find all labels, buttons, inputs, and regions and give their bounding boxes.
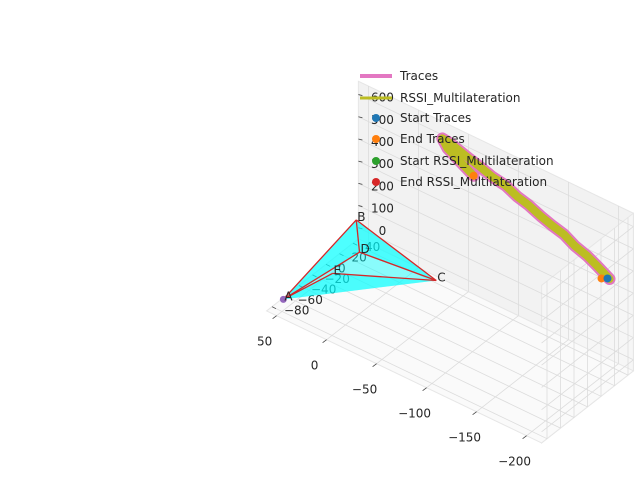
z-tick-mark bbox=[358, 116, 363, 119]
y-tick-mark bbox=[339, 253, 344, 257]
y-tick-label: −80 bbox=[284, 304, 309, 318]
x-tick-mark bbox=[272, 315, 277, 320]
grid-z-back bbox=[358, 205, 634, 338]
y-tick-label: −40 bbox=[311, 283, 336, 297]
grid-z-back bbox=[358, 227, 634, 361]
grid-z-side bbox=[541, 270, 634, 344]
start-offset-marker bbox=[597, 274, 606, 283]
y-tick-label: −60 bbox=[298, 293, 323, 307]
anchor-edge bbox=[355, 219, 437, 282]
x-tick-label: 50 bbox=[257, 335, 272, 349]
legend-entry-start-traces: Start Traces bbox=[372, 111, 471, 125]
x-tick-mark bbox=[322, 339, 327, 344]
anchor-edge bbox=[282, 219, 357, 300]
x-tick-mark bbox=[372, 363, 377, 368]
x-tick-label: −50 bbox=[352, 383, 377, 397]
x-tick-mark bbox=[522, 435, 527, 440]
z-tick-label: 0 bbox=[379, 224, 387, 238]
grid-y-floor bbox=[271, 306, 548, 440]
legend-label-traces: Traces bbox=[399, 69, 438, 83]
z-tick-mark bbox=[358, 205, 363, 207]
z-tick-mark bbox=[358, 182, 363, 185]
grid-z-side bbox=[541, 315, 634, 388]
anchor-label-c: C bbox=[437, 271, 445, 285]
grid-y-floor bbox=[325, 263, 602, 397]
legend: Traces RSSI_Multilateration Start Traces… bbox=[360, 69, 554, 189]
anchor-tetrahedron: A B C D E bbox=[279, 210, 446, 303]
anchor-edge bbox=[283, 251, 360, 300]
legend-entry-end-rssi: End RSSI_Multilateration bbox=[372, 175, 547, 189]
start-traces-marker bbox=[603, 274, 612, 283]
y-tick-mark bbox=[352, 242, 358, 246]
grid-z-side bbox=[541, 292, 634, 366]
grid-y-floor bbox=[298, 285, 575, 418]
z-tick-mark bbox=[358, 160, 363, 163]
y-tick-mark bbox=[312, 274, 317, 278]
grid-z-back bbox=[358, 94, 634, 227]
grid-z-back bbox=[358, 160, 634, 294]
grid-z-side bbox=[541, 359, 634, 433]
anchor-label-e: E bbox=[334, 263, 342, 277]
z-tick-mark bbox=[358, 94, 363, 96]
z-tick-mark bbox=[358, 227, 363, 230]
z-tick-label: 100 bbox=[371, 202, 394, 216]
grid-y-floor bbox=[352, 242, 629, 376]
y-tick-label: −20 bbox=[325, 272, 350, 286]
y-tick-label: 40 bbox=[365, 240, 380, 254]
grid-z-back bbox=[358, 182, 634, 316]
x-tick-label: 0 bbox=[311, 359, 319, 373]
y-tick-mark bbox=[271, 306, 277, 310]
anchor-label-d: D bbox=[361, 242, 370, 256]
legend-label-start-traces: Start Traces bbox=[400, 111, 471, 125]
legend-entry-rssi: RSSI_Multilateration bbox=[360, 91, 521, 105]
grid-z-side bbox=[541, 248, 634, 322]
x-tick-label: −100 bbox=[398, 407, 431, 421]
grid-lines bbox=[271, 86, 634, 440]
legend-marker-end-rssi bbox=[372, 178, 380, 186]
z-tick-mark bbox=[358, 138, 363, 141]
legend-marker-start-rssi bbox=[372, 157, 380, 165]
legend-marker-start-traces bbox=[372, 114, 380, 122]
legend-label-rssi: RSSI_Multilateration bbox=[400, 91, 521, 105]
legend-entry-traces: Traces bbox=[360, 69, 438, 83]
legend-label-start-rssi: Start RSSI_Multilateration bbox=[400, 154, 554, 168]
trace-series bbox=[436, 132, 616, 285]
grid-y-floor bbox=[339, 253, 615, 387]
anchor-a-marker bbox=[279, 295, 287, 303]
legend-entry-start-rssi: Start RSSI_Multilateration bbox=[372, 154, 554, 168]
anchor-edge bbox=[355, 219, 361, 253]
legend-entry-end-traces: End Traces bbox=[372, 132, 465, 146]
x-tick-mark bbox=[472, 411, 477, 416]
y-tick-label: 0 bbox=[338, 261, 346, 275]
anchor-edge bbox=[332, 272, 437, 282]
y-tick-mark bbox=[325, 263, 331, 267]
anchor-edge bbox=[359, 251, 437, 282]
end-traces-marker bbox=[469, 171, 478, 180]
grid-y-floor bbox=[312, 274, 588, 408]
anchor-label-b: B bbox=[357, 210, 365, 224]
x-tick-label: −200 bbox=[498, 455, 531, 469]
x-tick-mark bbox=[422, 387, 427, 392]
legend-label-end-rssi: End RSSI_Multilateration bbox=[400, 175, 547, 189]
rssi-line bbox=[438, 134, 614, 283]
grid-y-floor bbox=[285, 295, 561, 429]
x-tick-label: −150 bbox=[448, 431, 481, 445]
legend-marker-end-traces bbox=[372, 135, 380, 143]
legend-label-end-traces: End Traces bbox=[400, 132, 465, 146]
anchor-label-a: A bbox=[284, 289, 293, 303]
grid-z-side bbox=[541, 337, 634, 410]
